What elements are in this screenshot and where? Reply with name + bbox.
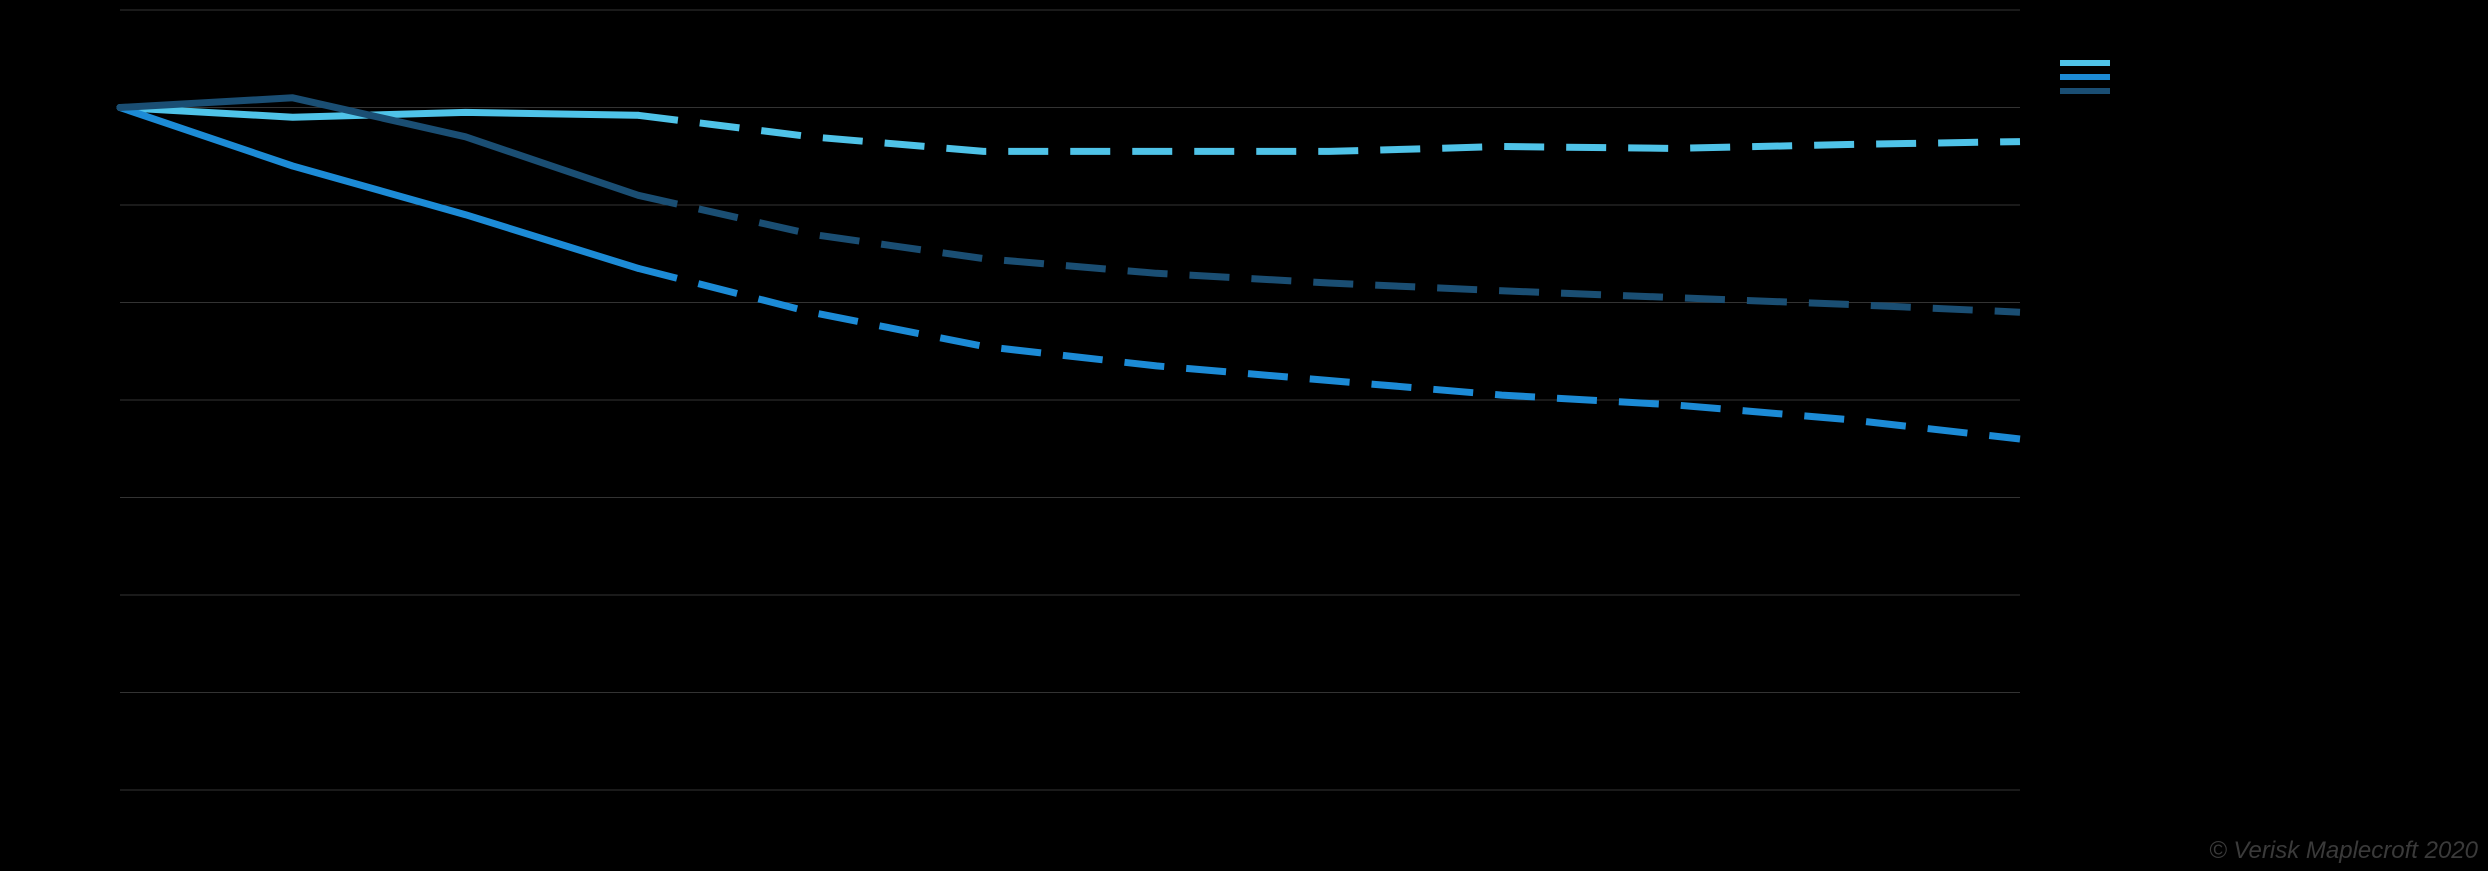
legend-swatch (2060, 88, 2110, 94)
chart-container: { "chart": { "type": "line", "background… (0, 0, 2488, 871)
legend-item-s_dark (2060, 88, 2122, 94)
line-chart (0, 0, 2488, 871)
legend-item-s_mid (2060, 74, 2122, 80)
series-s_dark-dashed (638, 195, 2020, 312)
legend-swatch (2060, 74, 2110, 80)
credit-text: © Verisk Maplecroft 2020 (2209, 837, 2478, 865)
series-s_mid-dashed (638, 268, 2020, 439)
legend-swatch (2060, 60, 2110, 66)
legend-item-s_light (2060, 60, 2122, 66)
series-s_mid-solid (120, 108, 638, 269)
legend (2060, 60, 2122, 102)
series-s_light-dashed (638, 115, 2020, 151)
